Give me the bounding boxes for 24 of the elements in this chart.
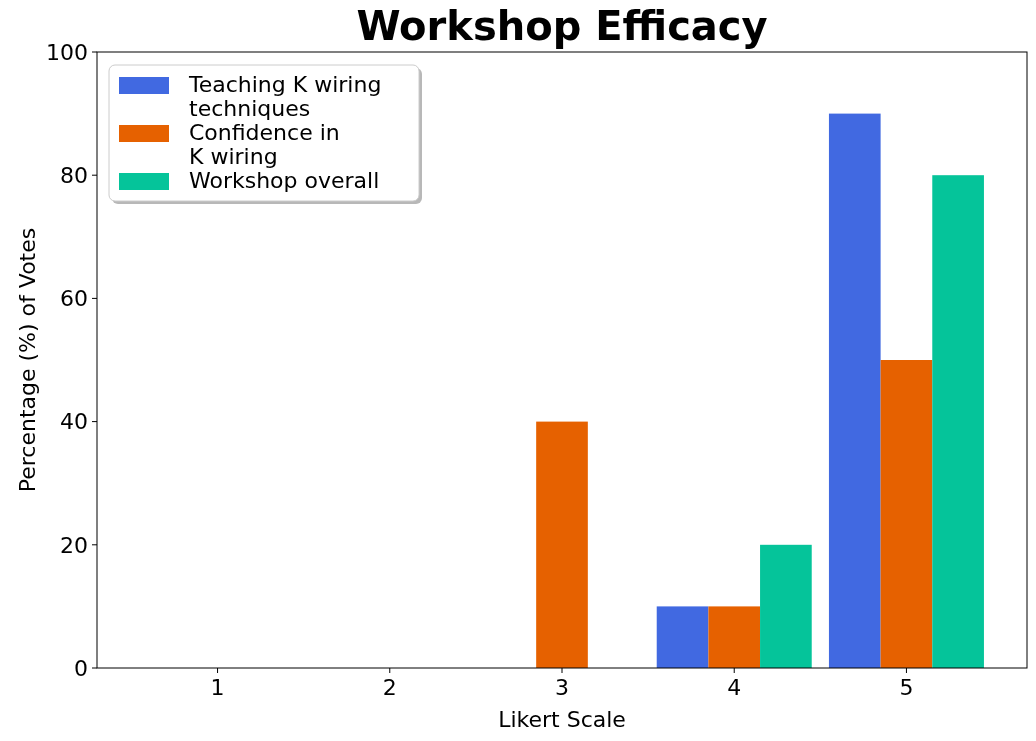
y-axis-title: Percentage (%) of Votes xyxy=(15,227,40,493)
x-tick-label: 2 xyxy=(382,675,397,700)
y-tick-label: 60 xyxy=(60,286,88,312)
legend-label: Confidence in K wiring xyxy=(189,120,340,169)
bar xyxy=(708,606,761,668)
y-tick-label: 80 xyxy=(60,162,88,188)
x-tick-label: 3 xyxy=(555,675,569,700)
x-tick-label: 1 xyxy=(210,675,225,700)
y-tick-label: 100 xyxy=(46,39,88,65)
bar xyxy=(536,421,588,668)
chart-title: Workshop Efficacy xyxy=(356,3,768,49)
bar xyxy=(880,360,933,668)
bar xyxy=(656,606,709,668)
legend-label: Workshop overall xyxy=(189,168,380,193)
x-tick-label: 5 xyxy=(899,675,914,700)
bar xyxy=(932,175,984,668)
x-tick-label: 4 xyxy=(727,675,742,700)
bar xyxy=(828,113,881,668)
y-tick-label: 20 xyxy=(60,532,88,558)
legend-label: Teaching K wiring techniques xyxy=(188,72,382,121)
y-tick-label: 0 xyxy=(74,655,88,681)
y-tick-label: 40 xyxy=(60,409,88,435)
bar xyxy=(760,544,812,668)
x-axis-title: Likert Scale xyxy=(498,707,626,732)
